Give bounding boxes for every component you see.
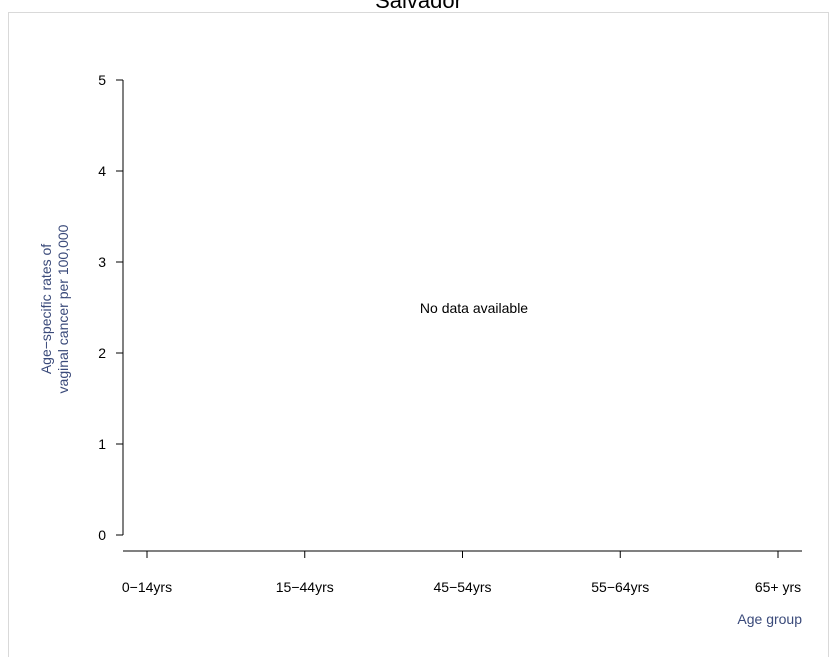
y-tick-label: 0 [98, 527, 106, 543]
y-axis: 0 1 2 3 4 5 [98, 72, 124, 543]
x-axis: 0−14yrs 15−44yrs 45−54yrs 55−64yrs 65+ yrs [122, 550, 802, 595]
y-axis-title-line-1: Age−specific rates of [38, 244, 54, 374]
y-tick-label: 3 [98, 254, 106, 270]
y-tick-label: 4 [98, 163, 106, 179]
chart-frame [8, 12, 829, 657]
y-tick-label: 1 [98, 436, 106, 452]
x-tick-label: 15−44yrs [276, 579, 334, 595]
no-data-annotation: No data available [420, 300, 528, 316]
y-axis-title-line-2: vaginal cancer per 100,000 [55, 224, 71, 393]
y-tick-label: 5 [98, 72, 106, 88]
x-tick-label: 0−14yrs [122, 579, 172, 595]
x-tick-label: 55−64yrs [591, 579, 649, 595]
x-axis-title: Age group [737, 611, 802, 627]
x-tick-label: 45−54yrs [434, 579, 492, 595]
x-tick-label: 65+ yrs [755, 579, 801, 595]
chart-title: Salvador [375, 0, 462, 13]
y-tick-label: 2 [98, 345, 106, 361]
